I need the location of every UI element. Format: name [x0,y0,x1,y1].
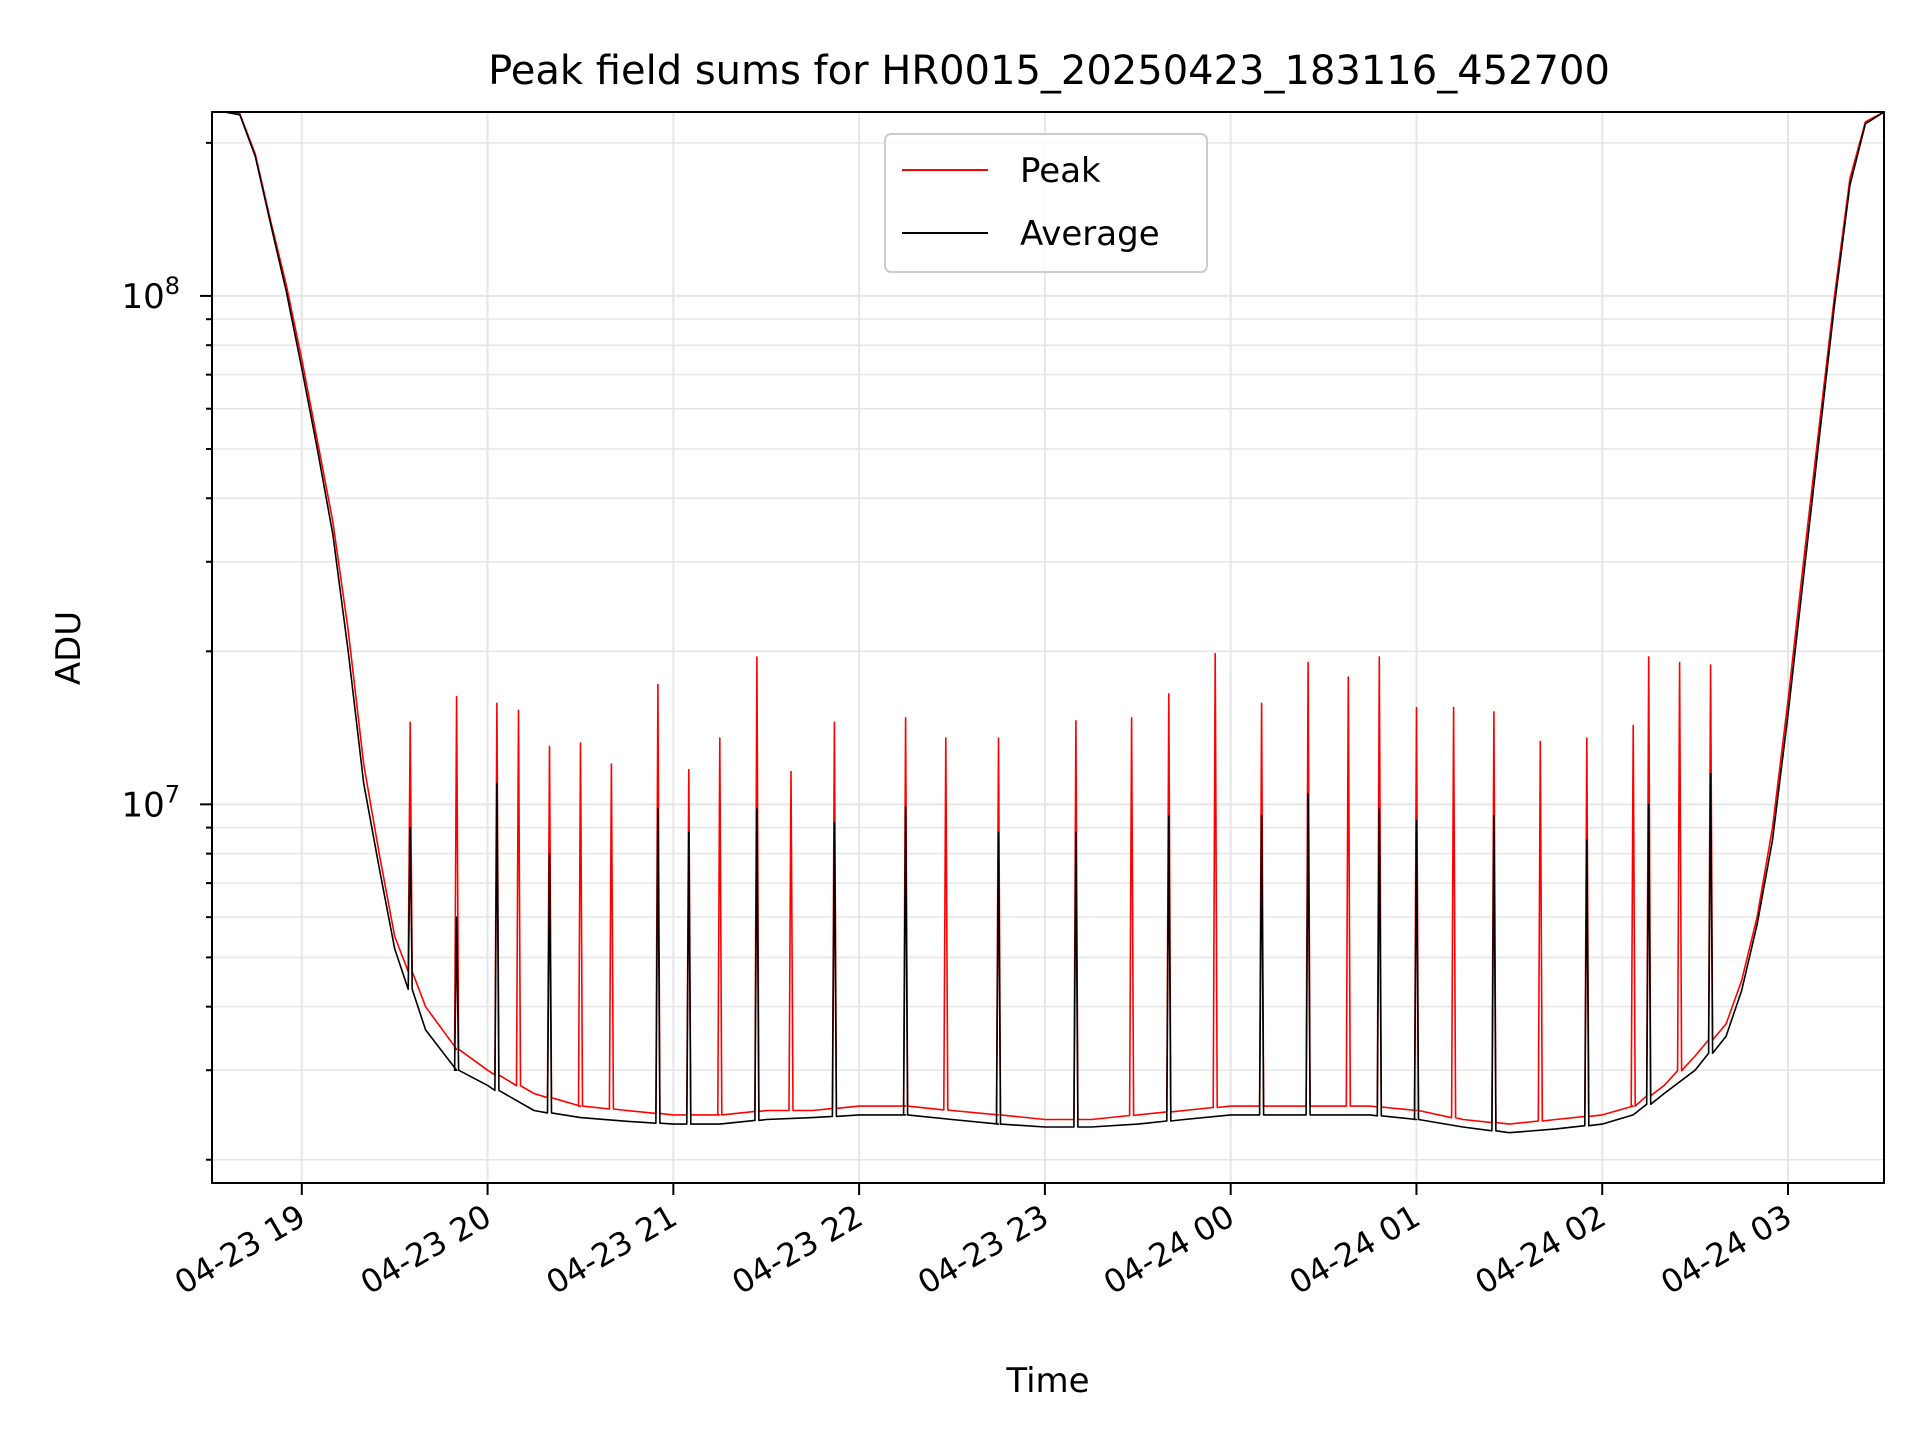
legend-average-label: Average [1020,214,1160,254]
legend-box [884,133,1208,273]
grid [212,112,1884,1183]
y-axis-ticks: 107 108 [121,141,212,1161]
series-lines [212,111,1885,1134]
x-axis-label: Time [1005,1361,1089,1401]
legend: Peak Average [884,133,1208,273]
y-tick-label: 108 [121,272,180,317]
series-line-average [212,111,1885,1134]
legend-peak-label: Peak [1020,151,1101,191]
plot-area [212,112,1884,1183]
chart-title: Peak field sums for HR0015_20250423_1831… [488,48,1610,94]
plot-frame [211,111,1885,1184]
y-tick-label: 107 [121,780,180,825]
y-axis-label: ADU [49,611,89,685]
